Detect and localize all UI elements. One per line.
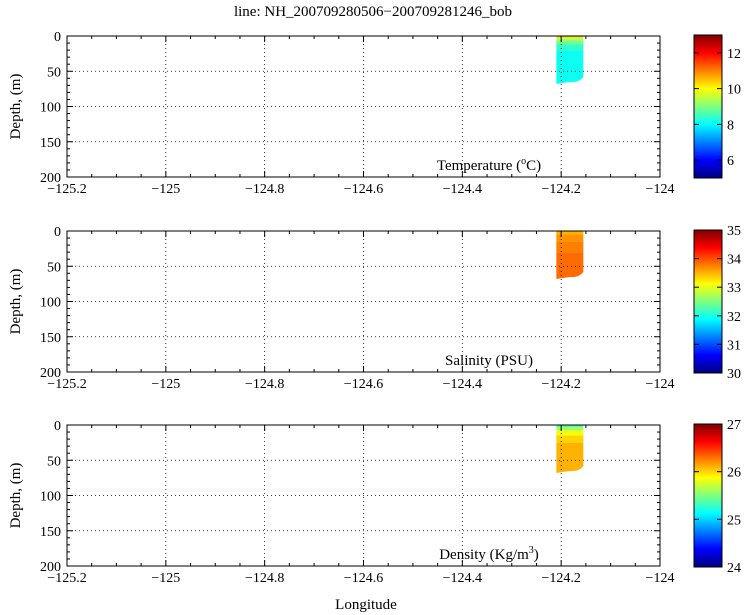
figure-title: line: NH_200709280506−200709281246_bob (234, 4, 512, 20)
y-tick-label: 0 (54, 419, 61, 434)
data-section (556, 425, 584, 473)
section-layer (556, 442, 584, 473)
x-tick-label: −124.8 (245, 182, 284, 197)
x-tick-label: −125.2 (47, 182, 86, 197)
section-layer (556, 252, 584, 279)
x-tick-label: −124.2 (541, 571, 580, 586)
panel-label-superscript: o (521, 156, 526, 167)
y-tick-label: 100 (40, 296, 61, 311)
x-tick-label: −124.4 (443, 571, 482, 586)
y-tick-label: 150 (40, 331, 61, 346)
colorbar-tick-label: 30 (727, 367, 741, 382)
x-tick-label: −124 (646, 182, 675, 197)
y-tick-label: 100 (40, 101, 61, 116)
colorbar (693, 423, 723, 568)
y-tick-label: 200 (40, 171, 61, 186)
x-tick-label: −124 (646, 377, 675, 392)
x-tick-label: −124.2 (541, 182, 580, 197)
y-tick-label: 50 (47, 454, 61, 469)
section-layer (556, 44, 584, 51)
panel-label-text: Salinity (PSU) (445, 353, 533, 369)
colorbar (693, 34, 723, 179)
x-tick-label: −124.4 (443, 182, 482, 197)
section-layer (556, 40, 584, 45)
y-tick-label: 200 (40, 366, 61, 381)
section-layer (556, 231, 584, 235)
y-axis-label: Depth, (m) (8, 74, 24, 140)
x-tick-label: −125 (151, 182, 180, 197)
colorbar-tick-label: 32 (727, 310, 741, 325)
y-axis-label: Depth, (m) (8, 269, 24, 335)
panel-1: 0 50 100 150 200−125.2 −125 −124.8 −124.6 −124.4… (8, 30, 741, 197)
y-tick-label: 150 (40, 136, 61, 151)
colorbar-tick-label: 31 (727, 338, 741, 353)
x-tick-label: −124 (646, 571, 675, 586)
y-tick-label: 50 (47, 260, 61, 275)
section-layer (556, 435, 584, 443)
data-section (556, 231, 584, 279)
panel-3: 0 50 100 150 200−125.2 −125 −124.8 −124.6 −124.4… (8, 418, 741, 586)
colorbar (693, 229, 723, 374)
panel-label: Density (Kg/m3) (439, 545, 539, 563)
section-layer (556, 36, 584, 38)
x-tick-label: −125 (151, 377, 180, 392)
section-layer (556, 37, 584, 41)
colorbar-tick-label: 8 (727, 118, 734, 133)
x-tick-label: −124.8 (245, 571, 284, 586)
panel-label-suffix: ) (534, 547, 539, 563)
colorbar-tick-label: 33 (727, 281, 741, 296)
section-layer (556, 50, 584, 84)
y-axis-label: Depth, (m) (8, 463, 24, 529)
section-layer (556, 427, 584, 431)
x-tick-label: −124.4 (443, 377, 482, 392)
colorbar-tick-label: 35 (727, 224, 741, 239)
section-layer (556, 234, 584, 242)
x-tick-label: −125 (151, 571, 180, 586)
x-axis-label: Longitude (335, 597, 397, 613)
panel-2: 0 50 100 150 200−125.2 −125 −124.8 −124.6 −124.4… (8, 224, 741, 392)
y-tick-label: 200 (40, 560, 61, 575)
panel-label-text: Temperature ( (437, 158, 521, 174)
x-tick-label: −125.2 (47, 571, 86, 586)
x-tick-label: −124.6 (344, 377, 383, 392)
colorbar-tick-label: 34 (727, 253, 741, 268)
colorbar-tick-label: 25 (727, 513, 741, 528)
y-tick-label: 100 (40, 490, 61, 505)
panel-label-suffix: C) (526, 158, 541, 174)
grid-lines (67, 36, 660, 177)
section-layer (556, 241, 584, 253)
colorbar-tick-label: 24 (727, 561, 741, 576)
x-tick-label: −124.6 (344, 182, 383, 197)
colorbar-tick-label: 10 (727, 83, 741, 98)
data-section (556, 36, 584, 84)
colorbar-tick-label: 27 (727, 418, 741, 433)
colorbar-tick-label: 26 (727, 466, 741, 481)
y-tick-label: 50 (47, 65, 61, 80)
section-layer (556, 425, 584, 428)
grid-lines (67, 231, 660, 372)
panel-label: Salinity (PSU) (445, 353, 533, 369)
x-tick-label: −124.6 (344, 571, 383, 586)
colorbar-tick-label: 12 (727, 47, 741, 62)
colorbar-tick-label: 6 (727, 154, 734, 169)
panel-label-text: Density (Kg/m (439, 547, 529, 563)
x-tick-label: −124.2 (541, 377, 580, 392)
y-tick-label: 150 (40, 525, 61, 540)
panel-label-superscript: 3 (529, 545, 534, 556)
panel-label: Temperature (oC) (437, 156, 541, 174)
x-tick-label: −125.2 (47, 377, 86, 392)
y-tick-label: 0 (54, 225, 61, 240)
grid-lines (67, 425, 660, 566)
x-tick-label: −124.8 (245, 377, 284, 392)
section-layer (556, 430, 584, 436)
y-tick-label: 0 (54, 30, 61, 45)
